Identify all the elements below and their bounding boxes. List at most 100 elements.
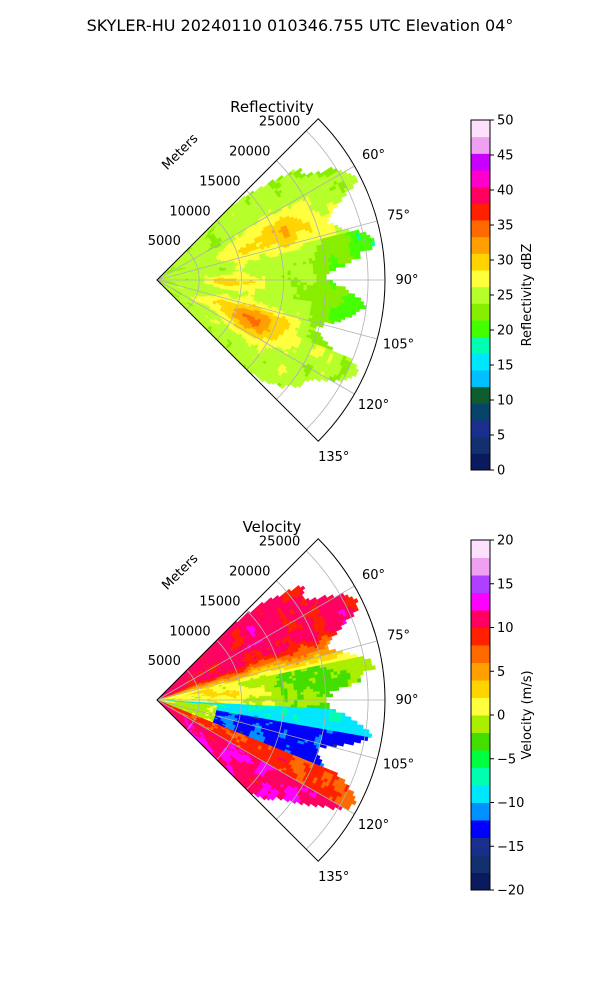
radar-gate-2723	[293, 282, 298, 286]
radar-gate-2289	[334, 257, 339, 262]
radar-gate-2445	[255, 272, 260, 276]
radar-gate-2555	[262, 275, 266, 279]
radar-gate-2405	[312, 265, 317, 270]
radar-gate-2733	[326, 282, 330, 287]
radar-gate-2507	[277, 273, 282, 277]
radar-gate-2840	[306, 287, 311, 291]
radar-gate-2520	[319, 271, 324, 275]
radar-gate-2351	[331, 261, 336, 265]
radar-gate-2407	[319, 265, 324, 269]
radar-gate-2344	[309, 263, 314, 267]
radar-gate-2790	[332, 285, 337, 290]
radar-gate-2517	[309, 271, 314, 275]
radar-gate-2560	[278, 275, 282, 279]
radar-gate-2228	[340, 253, 345, 258]
radar-gate-2293	[347, 255, 352, 261]
radar-gate-2625	[319, 276, 324, 281]
radar-gate-2777	[290, 284, 295, 288]
radar-gate-2971	[341, 295, 346, 300]
radar-gate-2229	[343, 253, 348, 258]
radar-gate-2728	[310, 282, 314, 286]
radar-gate-2786	[319, 285, 324, 289]
radar-gate-2842	[312, 287, 317, 292]
radar-gate-2398	[290, 267, 295, 271]
radar-gate-2286	[324, 258, 329, 263]
radar-gate-2509	[284, 272, 289, 276]
panel-title: Reflectivity	[230, 98, 314, 116]
radar-gate-2841	[309, 287, 314, 292]
radar-gate-2282	[312, 260, 317, 264]
radar-gate-2464	[316, 268, 321, 272]
radar-gate-2969	[334, 295, 339, 300]
radar-gate-2714	[265, 281, 269, 285]
radar-gate-2769	[265, 283, 269, 287]
radar-gate-3464	[330, 320, 335, 325]
radar-gate-2780	[300, 284, 305, 288]
radar-gate-2776	[287, 284, 292, 288]
radar-gate-2460	[303, 269, 308, 273]
radar-gate-2160	[336, 250, 341, 255]
radar-gate-2547	[236, 276, 240, 279]
radar-gate-2895	[293, 289, 298, 293]
radar-gate-2730	[316, 282, 321, 286]
radar-gate-2676	[316, 279, 321, 283]
radar-gate-2400	[296, 267, 301, 271]
radar-gate-2465	[319, 268, 324, 272]
radar-gate-3038	[353, 300, 358, 305]
radar-gate-2468	[328, 267, 333, 272]
radar-field	[158, 166, 376, 390]
radar-gate-359	[297, 167, 303, 173]
radar-gate-2847	[328, 288, 333, 293]
radar-gate-2566	[297, 274, 301, 278]
radar-gate-2782	[306, 284, 311, 289]
radar-gate-2399	[293, 267, 298, 271]
radar-gate-2783	[309, 285, 314, 289]
radar-gate-2556	[265, 275, 269, 279]
radar-gate-2414	[341, 263, 346, 268]
radar-gate-2516	[306, 271, 311, 276]
radar-gate-2292	[343, 256, 349, 261]
radar-gate-2735	[332, 282, 337, 287]
radar-gate-2347	[318, 262, 323, 267]
radar-gate-2903	[319, 291, 324, 295]
radar-gate-2469	[332, 267, 337, 272]
radar-gate-2345	[312, 263, 317, 267]
radar-gate-2852	[344, 289, 349, 294]
radar-gate-3100	[346, 303, 351, 308]
radar-gate-2564	[290, 274, 295, 278]
radar-gate-2349	[325, 261, 330, 266]
radar-gate-2457	[293, 269, 298, 274]
radar-gate-2729	[313, 282, 317, 286]
radar-gate-2288	[331, 257, 336, 262]
radar-gate-2233	[356, 251, 361, 256]
radar-gate-2713	[262, 281, 266, 285]
radar-gate-2510	[287, 272, 292, 276]
radar-gate-2396	[283, 268, 288, 272]
radar-gate-2836	[293, 286, 298, 291]
radar-gate-2849	[335, 289, 340, 293]
radar-gate-2974	[350, 296, 355, 301]
radar-gate-2793	[341, 286, 346, 291]
radar-gate-2789	[329, 285, 333, 290]
radar-gate-2718	[278, 281, 282, 285]
polar-axes-reflectivity: Reflectivity500010000150002000025000Mete…	[148, 98, 535, 479]
radar-gate-2401	[299, 266, 304, 271]
radar-gate-2512	[293, 272, 298, 276]
radar-gate-2506	[274, 273, 279, 277]
radar-gate-2966	[325, 294, 330, 299]
radar-gate-2522	[325, 270, 330, 275]
radar-gate-2838	[300, 287, 304, 291]
radar-gate-2908	[335, 292, 340, 297]
radar-gate-2413	[338, 263, 343, 268]
radar-gate-2973	[347, 296, 352, 301]
radar-gate-2458	[296, 269, 301, 273]
radar-gate-2622	[310, 277, 314, 281]
radar-gate-2355	[344, 259, 349, 264]
radar-gate-2448	[264, 271, 269, 275]
radar-gate-2912	[347, 293, 352, 298]
radar-gate-2900	[309, 290, 314, 294]
radar-gate-2559	[274, 275, 279, 279]
radar-gate-2552	[252, 276, 257, 279]
